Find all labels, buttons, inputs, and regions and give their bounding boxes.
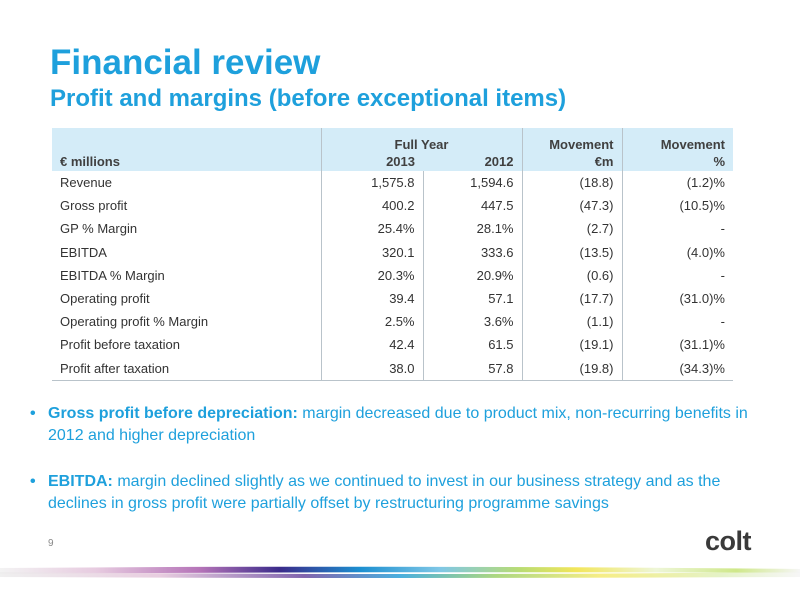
movement-abs: (2.7) (521, 217, 622, 241)
movement-abs: (1.1) (521, 310, 622, 334)
movement-pct-unit: % (713, 154, 725, 169)
colt-logo: colt (705, 526, 752, 556)
movement-pct-label: Movement (660, 137, 725, 152)
row-label: GP % Margin (60, 221, 138, 237)
value-2012: 447.5 (422, 194, 522, 218)
value-2012: 3.6% (422, 310, 522, 334)
value-2013: 39.4 (320, 286, 423, 311)
bullet-text: EBITDA: margin declined slightly as we c… (48, 471, 770, 515)
movement-abs: (47.3) (521, 194, 622, 218)
year-2012-header: 2012 (423, 152, 522, 171)
movement-pct: (4.0)% (621, 240, 733, 264)
movement-pct: - (621, 263, 733, 287)
page-number: 9 (48, 538, 54, 549)
value-2012: 57.1 (422, 286, 522, 311)
table-row: Profit before taxation 42.4 61.5 (19.1) … (52, 333, 733, 357)
decorative-color-stripe (0, 566, 800, 578)
movement-pct: - (621, 310, 733, 334)
value-2013: 1,575.8 (320, 171, 423, 195)
value-2013: 25.4% (320, 217, 423, 241)
bullet-heading: Gross profit before depreciation: (48, 405, 298, 422)
year-2013-header: 2013 (320, 152, 423, 171)
value-2012: 1,594.6 (422, 171, 522, 195)
table-row: Operating profit 39.4 57.1 (17.7) (31.0)… (52, 286, 733, 311)
bullet-ebitda: • EBITDA: margin declined slightly as we… (30, 471, 770, 515)
movement-abs-header: Movement €m (521, 128, 622, 171)
value-2013: 400.2 (320, 194, 423, 218)
row-label: Profit after taxation (60, 360, 170, 376)
value-2012: 333.6 (422, 240, 522, 264)
value-2012: 61.5 (422, 333, 522, 357)
movement-abs: (17.7) (521, 286, 622, 311)
value-2013: 2.5% (320, 310, 423, 334)
full-year-header: Full Year (320, 128, 522, 152)
movement-pct: (31.1)% (621, 333, 733, 357)
bullet-text: Gross profit before depreciation: margin… (48, 403, 770, 447)
movement-abs: (19.8) (521, 356, 622, 381)
bullet-dot-icon: • (30, 473, 36, 490)
table-row: Profit after taxation 38.0 57.8 (19.8) (… (52, 356, 733, 381)
table-row: Operating profit % Margin 2.5% 3.6% (1.1… (52, 310, 733, 334)
table-row: EBITDA 320.1 333.6 (13.5) (4.0)% (52, 240, 733, 264)
movement-pct: (1.2)% (621, 171, 733, 195)
value-2012: 57.8 (422, 356, 522, 381)
table-row: EBITDA % Margin 20.3% 20.9% (0.6) - (52, 263, 733, 287)
movement-abs-label: Movement (549, 137, 614, 152)
bullet-body: margin decreased due to product mix, non… (48, 405, 748, 444)
table-row: Gross profit 400.2 447.5 (47.3) (10.5)% (52, 194, 733, 218)
row-label: Revenue (60, 175, 113, 191)
movement-abs-unit: €m (594, 154, 614, 169)
movement-pct: (34.3)% (621, 356, 733, 381)
table-row: GP % Margin 25.4% 28.1% (2.7) - (52, 217, 733, 241)
units-header: € millions (52, 152, 321, 171)
slide-subtitle: Profit and margins (before exceptional i… (50, 85, 567, 112)
movement-abs: (18.8) (521, 171, 622, 195)
movement-pct: (31.0)% (621, 286, 733, 311)
row-label: Gross profit (60, 198, 128, 214)
value-2013: 20.3% (320, 263, 423, 287)
units-header-spacer (52, 128, 321, 152)
row-label: Operating profit (60, 291, 150, 307)
row-label: Operating profit % Margin (60, 314, 209, 330)
value-2012: 28.1% (422, 217, 522, 241)
row-label: EBITDA % Margin (60, 267, 165, 283)
value-2012: 20.9% (422, 263, 522, 287)
bullet-dot-icon: • (30, 405, 36, 422)
bullet-heading: EBITDA: (48, 473, 113, 490)
value-2013: 42.4 (320, 333, 423, 357)
financial-table: Full Year Movement €m Movement % € milli… (52, 128, 733, 381)
row-label: EBITDA (60, 244, 107, 260)
row-label: Profit before taxation (60, 337, 180, 353)
table-row: Revenue 1,575.8 1,594.6 (18.8) (1.2)% (52, 171, 733, 195)
value-2013: 38.0 (320, 356, 423, 381)
bullet-gross-profit: • Gross profit before depreciation: marg… (30, 403, 770, 447)
value-2013: 320.1 (320, 240, 423, 264)
movement-abs: (13.5) (521, 240, 622, 264)
movement-abs: (19.1) (521, 333, 622, 357)
bullet-body: margin declined slightly as we continued… (48, 473, 721, 512)
movement-pct: (10.5)% (621, 194, 733, 218)
movement-abs: (0.6) (521, 263, 622, 287)
slide-title: Financial review (50, 43, 321, 82)
movement-pct-header: Movement % (621, 128, 733, 171)
movement-pct: - (621, 217, 733, 241)
